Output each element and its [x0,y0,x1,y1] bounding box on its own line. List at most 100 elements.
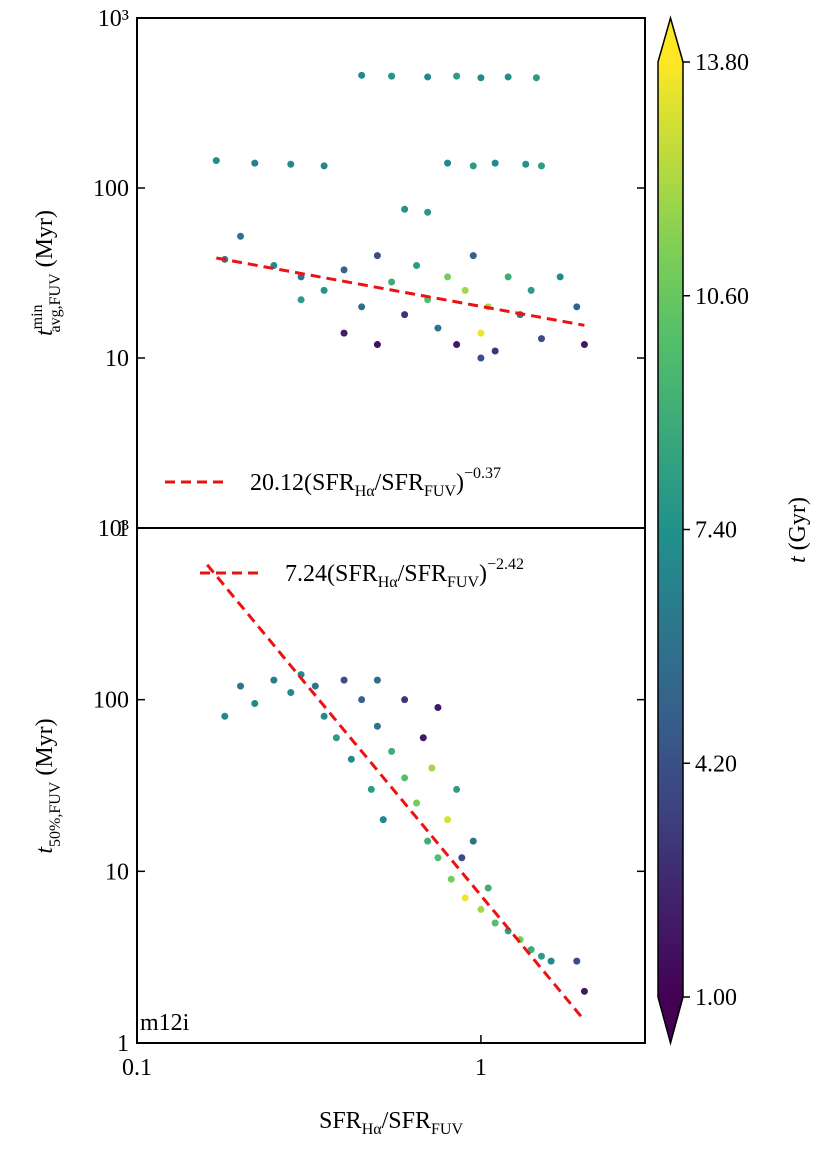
point [444,816,452,824]
point [537,335,545,343]
y-label-part: (Myr) [32,718,58,781]
point [444,159,452,167]
point [504,73,512,81]
colorbar-label: t (Gyr) [785,497,811,563]
x-label: SFRHα/SFRFUV [319,1108,463,1138]
point [311,682,319,690]
point [358,303,366,311]
point [379,816,387,824]
legend-label: 20.12(SFRHα/SFRFUV)−0.37 [250,465,501,500]
point [453,72,461,80]
y-label-part: t [32,328,58,336]
y-tick-label: 100 [93,176,129,202]
point [340,329,348,337]
legend-part: /SFR [398,561,447,587]
point [237,682,245,690]
axes-frame [136,527,646,1044]
point [580,341,588,349]
point [320,162,328,170]
point [373,722,381,730]
point [388,278,396,286]
point [270,676,278,684]
point [367,785,375,793]
point [358,696,366,704]
point [347,755,355,763]
legend-part: FUV [424,483,456,500]
point [453,785,461,793]
x-label-part: Hα [362,1121,383,1138]
point [469,252,477,260]
point [373,676,381,684]
point [340,266,348,274]
point [522,160,530,168]
point [424,208,432,216]
point [573,303,581,311]
legend-part: FUV [447,574,479,591]
point [491,347,499,355]
point [237,232,245,240]
legend-part: −0.37 [464,465,501,482]
legend-part: 20.12(SFR [250,470,355,496]
y-tick-label: 1 [117,1031,129,1057]
legend-part: Hα [378,574,399,591]
point [434,704,442,712]
point [537,162,545,170]
point [320,712,328,720]
point [358,71,366,79]
point [401,774,409,782]
point [527,286,535,294]
point [547,957,555,965]
point [373,341,381,349]
point [477,329,485,337]
point [461,286,469,294]
point [413,799,421,807]
point [556,273,564,281]
y-label-part: t [32,846,58,854]
point [373,252,381,260]
point [340,676,348,684]
annotation: m12i [140,1010,190,1036]
point [573,957,581,965]
x-label-part: SFR [319,1108,362,1134]
legend-part: Hα [355,483,376,500]
x-label-part: /SFR [382,1108,431,1134]
y-tick-label: 10³ [98,516,129,542]
point [491,919,499,927]
y-tick-label: 10³ [98,6,129,32]
colorbar-tick-label: 13.80 [695,50,749,76]
point [251,699,259,707]
legend-label: 7.24(SFRHα/SFRFUV)−2.42 [285,556,524,591]
y-label-part: min [29,304,46,329]
x-tick-label: 1 [475,1055,487,1081]
point [401,205,409,213]
point [444,273,452,281]
point [477,354,485,362]
point [532,74,540,82]
x-tick-label: 0.1 [122,1055,152,1081]
y-label-top: tminavg,FUV (Myr) [29,210,64,336]
fit-line [206,563,586,1022]
axes-frame [136,17,646,529]
point [434,324,442,332]
y-tick-label: 10 [105,859,129,885]
colorbar-tick-label: 1.00 [695,985,737,1011]
point [413,262,421,270]
legend-part: ) [456,470,464,496]
point [580,987,588,995]
point [484,884,492,892]
point [212,157,220,165]
point [461,894,469,902]
point [388,747,396,755]
point [527,946,535,954]
legend-part: 7.24(SFR [285,561,378,587]
y-label-bottom: t50%,FUV (Myr) [32,718,64,853]
point [419,734,427,742]
y-label-part: 50%,FUV [47,781,64,847]
point [297,296,305,304]
y-tick-label: 10 [105,346,129,372]
x-label-part: FUV [431,1121,463,1138]
point [287,689,295,697]
colorbar-extend-bottom [658,997,683,1043]
fit-line [216,256,585,327]
